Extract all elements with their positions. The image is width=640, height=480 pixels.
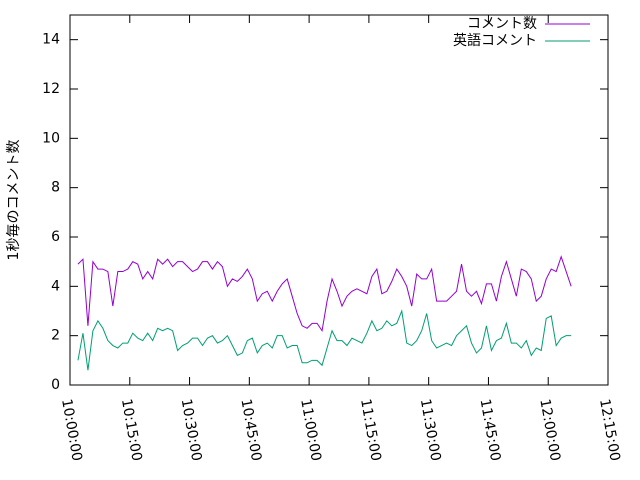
y-tick-label: 14	[42, 32, 60, 48]
x-tick-label: 10:00:00	[58, 398, 85, 463]
legend-label: コメント数	[467, 16, 537, 32]
y-tick-label: 12	[42, 81, 60, 97]
x-tick-label: 11:30:00	[417, 398, 444, 463]
legend-label: 英語コメント	[453, 32, 537, 49]
plot-border	[69, 14, 609, 386]
x-tick-label: 11:45:00	[477, 398, 504, 463]
x-tick-label: 10:45:00	[237, 398, 264, 463]
x-tick-label: 11:00:00	[297, 398, 324, 463]
y-tick-label: 6	[51, 229, 60, 245]
series-line	[77, 309, 572, 371]
x-tick-label: 12:15:00	[596, 398, 623, 463]
x-tick-label: 10:15:00	[118, 398, 145, 463]
x-tick-label: 12:00:00	[536, 398, 563, 463]
x-tick-label: 10:30:00	[178, 398, 205, 463]
y-tick-label: 8	[51, 180, 60, 196]
y-tick-label: 10	[42, 130, 60, 146]
y-tick-label: 0	[51, 377, 60, 393]
y-axis-label: 1秒毎のコメント数	[6, 140, 22, 261]
series-line	[77, 255, 572, 333]
y-tick-label: 4	[51, 278, 60, 294]
x-tick-label: 11:15:00	[357, 398, 384, 463]
y-tick-label: 2	[51, 328, 60, 344]
